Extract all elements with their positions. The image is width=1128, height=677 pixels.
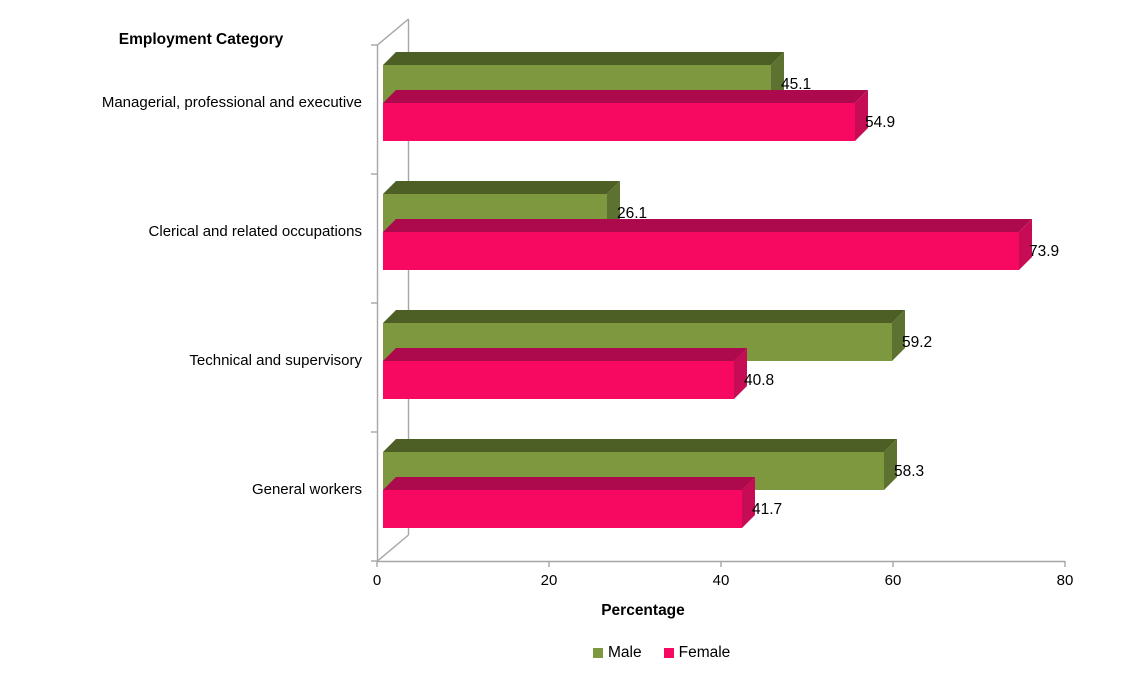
legend-item-female: Female (663, 644, 731, 662)
category-label: Clerical and related occupations (148, 223, 362, 240)
bar-female-front-face (383, 490, 742, 528)
bar-female-side-face (734, 348, 747, 399)
data-label-female: 54.9 (865, 114, 896, 131)
data-label-female: 40.8 (744, 372, 775, 389)
x-tick-label: 40 (712, 572, 730, 589)
data-label-male: 58.3 (894, 463, 925, 480)
bar-male-top-face (383, 310, 905, 323)
data-label-male: 26.1 (617, 205, 648, 222)
bar-female-top-face (383, 477, 755, 490)
data-label-male: 45.1 (781, 76, 812, 93)
bar-male-top-face (383, 181, 620, 194)
data-label-female: 73.9 (1029, 243, 1060, 260)
bottom-depth-line (377, 534, 409, 562)
category-label: General workers (251, 481, 362, 498)
bar-female-side-face (855, 90, 868, 141)
category-axis-title: Employment Category (118, 31, 284, 48)
bar-male-top-face (383, 439, 897, 452)
bar-female-top-face (383, 348, 747, 361)
data-label-female: 41.7 (752, 501, 783, 518)
legend-label-male: Male (608, 644, 642, 661)
bar-female-front-face (383, 103, 855, 141)
value-axis-title: Percentage (601, 602, 685, 619)
bar-female-side-face (1019, 219, 1032, 270)
data-label-male: 59.2 (902, 334, 933, 351)
bar-male-side-face (892, 310, 905, 361)
x-tick-label: 0 (372, 572, 382, 589)
female-legend-swatch-icon (663, 648, 674, 658)
category-label: Technical and supervisory (189, 352, 362, 369)
bar-female-front-face (383, 232, 1019, 270)
bar-male-side-face (884, 439, 897, 490)
male-legend-swatch-icon (593, 648, 603, 658)
bar-female-side-face (742, 477, 755, 528)
bar-female-front-face (383, 361, 734, 399)
x-tick-label: 80 (1056, 572, 1074, 589)
bar-female-top-face (383, 90, 868, 103)
x-tick-label: 20 (540, 572, 558, 589)
legend-label-female: Female (678, 644, 731, 661)
legend: Male Female (593, 644, 730, 662)
x-tick-label: 60 (884, 572, 902, 589)
bar-male-top-face (383, 52, 784, 65)
top-depth-line (377, 18, 409, 46)
category-label: Managerial, professional and executive (101, 94, 362, 111)
bar-female-top-face (383, 219, 1032, 232)
legend-item-male: Male (593, 644, 642, 662)
